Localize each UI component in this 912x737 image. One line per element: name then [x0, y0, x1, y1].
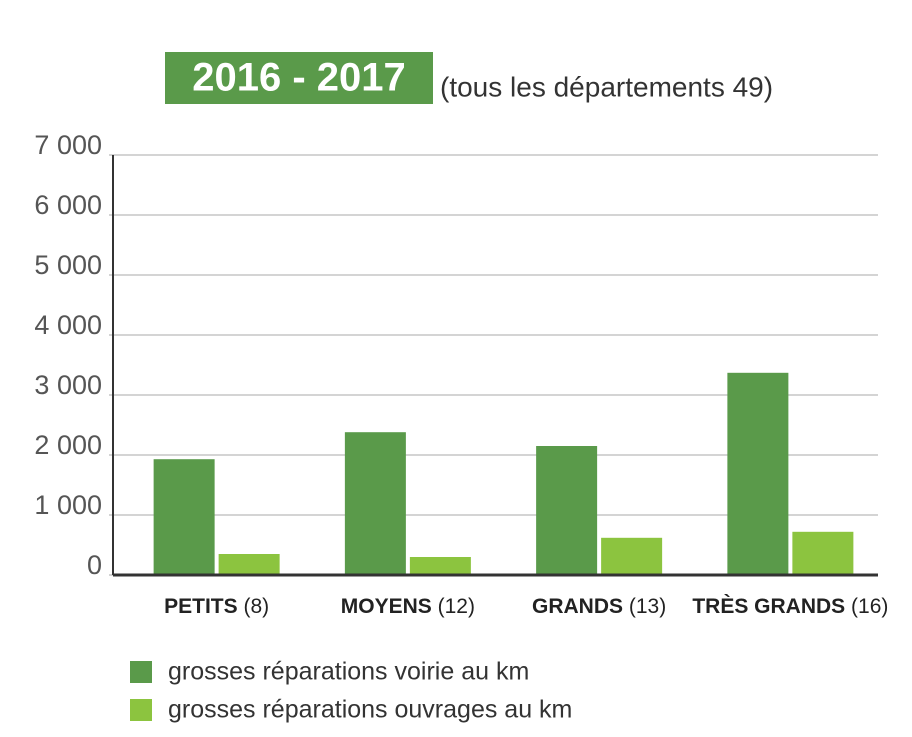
x-tick-label: PETITS (8)	[164, 595, 269, 618]
bar	[536, 446, 598, 575]
bar	[409, 557, 471, 575]
bar	[344, 432, 406, 575]
y-tick-label: 5 000	[34, 250, 102, 280]
legend-swatch	[130, 699, 152, 721]
bar	[601, 537, 663, 575]
x-tick-label: TRÈS GRANDS (16)	[692, 595, 888, 618]
bar	[153, 459, 215, 575]
y-tick-label: 2 000	[34, 430, 102, 460]
legend-label: grosses réparations voirie au km	[168, 658, 529, 686]
x-tick-label: GRANDS (13)	[532, 595, 666, 618]
chart-title: 2016 - 2017	[192, 56, 406, 100]
chart-subtitle: (tous les départements 49)	[440, 71, 773, 102]
y-tick-label: 6 000	[34, 190, 102, 220]
bar	[218, 554, 280, 575]
y-tick-label: 1 000	[34, 490, 102, 520]
legend-swatch	[130, 661, 152, 683]
y-tick-label: 0	[87, 550, 102, 580]
bar	[792, 531, 854, 575]
legend-label: grosses réparations ouvrages au km	[168, 696, 572, 724]
bar	[727, 372, 789, 575]
y-tick-label: 4 000	[34, 310, 102, 340]
y-tick-label: 3 000	[34, 370, 102, 400]
y-tick-label: 7 000	[34, 130, 102, 160]
title-box	[165, 52, 433, 104]
x-tick-label: MOYENS (12)	[341, 595, 475, 618]
